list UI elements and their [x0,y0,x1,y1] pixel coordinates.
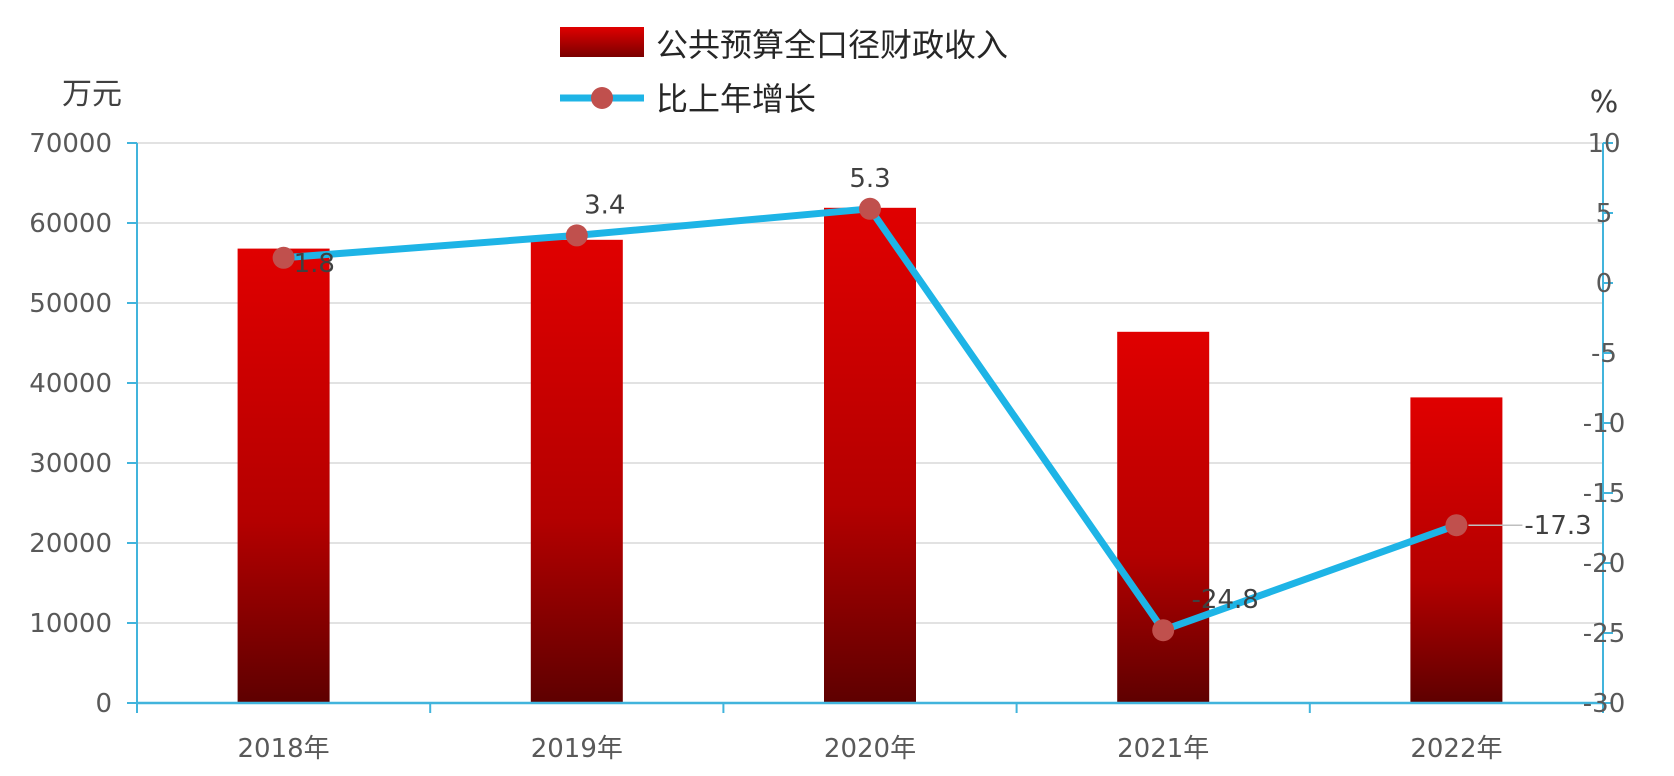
y-right-tick-label: -30 [1583,689,1625,719]
y-right-tick-label: -5 [1591,339,1617,369]
bars [237,207,1503,704]
x-category-label: 2022年 [1410,734,1502,764]
legend-label-bar: 公共预算全口径财政收入 [656,26,1008,64]
y-left-tick-label: 20000 [29,529,112,559]
growth-data-label: 5.3 [849,164,890,194]
growth-data-label: 3.4 [584,190,625,220]
y-left-tick-label: 30000 [29,449,112,479]
growth-marker [859,197,881,220]
x-category-label: 2021年 [1117,734,1209,764]
x-category-label: 2019年 [531,734,623,764]
growth-data-label: -24.8 [1192,585,1259,615]
axes [127,142,1613,713]
x-category-label: 2018年 [238,734,330,764]
growth-data-label: 1.8 [294,249,335,279]
y-right-tick-label: -15 [1583,479,1625,509]
revenue-bar [1410,397,1503,703]
y-right-tick-label: 0 [1596,269,1613,299]
y-right-tick-label: 10 [1587,129,1620,159]
growth-marker [1152,619,1175,642]
y-right-unit: % [1590,85,1619,120]
growth-line [272,197,1523,642]
y-left-tick-label: 50000 [29,289,112,319]
x-category-label: 2020年 [824,734,916,764]
y-left-tick-label: 40000 [29,369,112,399]
y-right-tick-label: -25 [1583,619,1625,649]
y-left-tick-label: 70000 [29,129,112,159]
growth-data-label: -17.3 [1524,511,1591,541]
revenue-bar [530,239,623,704]
y-right-tick-label: 5 [1596,199,1613,229]
y-right-tick-label: -10 [1583,409,1625,439]
revenue-bar [1117,331,1210,703]
data-labels: 1.8 3.4 5.3 -24.8 -17.3 [294,164,1592,615]
tick-labels: 0 10000 20000 30000 40000 50000 60000 70000 -30 -… [29,129,1625,764]
legend-swatch-marker [591,87,613,109]
growth-marker [272,246,295,269]
legend-swatch-bar [560,27,644,57]
y-right-tick-label: -20 [1583,549,1625,579]
y-left-tick-label: 0 [95,689,112,719]
legend-label-line: 比上年增长 [656,80,816,118]
revenue-bar [824,207,916,704]
y-left-tick-label: 60000 [29,209,112,239]
revenue-bar [237,248,330,703]
y-left-unit: 万元 [62,77,122,112]
growth-marker [1445,514,1468,537]
growth-marker [565,224,588,247]
y-left-tick-label: 10000 [29,609,112,639]
legend: 公共预算全口径财政收入 比上年增长 [560,26,1008,118]
